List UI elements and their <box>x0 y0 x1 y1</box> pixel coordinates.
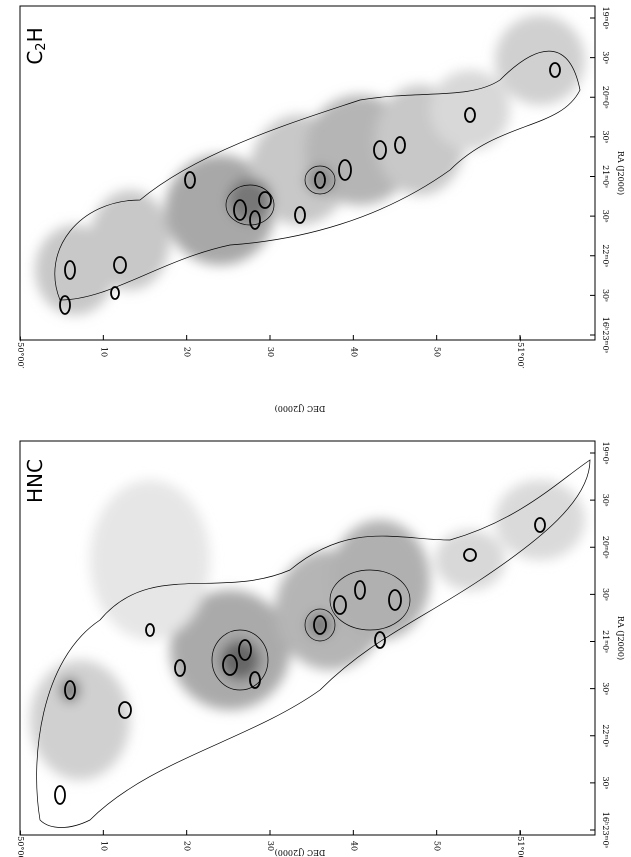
dec-tick-label: 40 <box>349 347 358 357</box>
ra-tick-label: 30ˢ <box>601 588 610 601</box>
panel-label-part: C <box>23 51 47 65</box>
dec-tick-label: 40 <box>349 841 358 851</box>
c2h-map <box>35 15 585 315</box>
ra-axis-label: RA (J2000) <box>616 616 625 660</box>
ra-tick-label: 20ᵐ0ˢ <box>601 536 610 559</box>
dec-tick-label: 20 <box>183 841 192 851</box>
ra-tick-label: 20ᵐ0ˢ <box>601 86 610 109</box>
dec-tick-label: 20 <box>183 347 192 357</box>
dec-axis-label: DEC (J2000) <box>275 848 326 857</box>
ra-tick-label: 30ˢ <box>601 130 610 143</box>
dec-tick-label: 50 <box>433 841 442 851</box>
dec-tick-label: 10 <box>99 347 108 357</box>
ra-tick-label: 21ᵐ0ˢ <box>601 165 610 188</box>
panel-label-part: HNC <box>23 459 47 503</box>
ra-tick-label: 30ˢ <box>601 494 610 507</box>
ra-tick-label: 30ˢ <box>601 289 610 302</box>
ra-tick-label: 16ʰ23ᵐ0ˢ <box>601 317 610 354</box>
panel-label-part: H <box>23 27 47 42</box>
panel-label: HNC <box>23 459 47 503</box>
dec-tick-label: 30 <box>266 347 275 357</box>
dec-tick-label: 10 <box>99 841 108 851</box>
ra-axis-label: RA (J2000) <box>616 151 625 195</box>
dec-tick-label: 30 <box>266 841 275 851</box>
ra-tick-label: 30ˢ <box>601 210 610 223</box>
dec-tick-label: 50 <box>433 347 442 357</box>
hnc-map <box>30 459 591 828</box>
dec-tick-label: −51°00′ <box>516 336 525 369</box>
ra-tick-label: 30ˢ <box>601 51 610 64</box>
dec-tick-label: −50°00′ <box>16 336 25 369</box>
ra-tick-label: 21ᵐ0ˢ <box>601 630 610 653</box>
frame <box>19 440 596 836</box>
ra-tick-label: 30ˢ <box>601 776 610 789</box>
ra-tick-label: 22ᵐ0ˢ <box>601 244 610 267</box>
ra-tick-label: 19ᵐ0ˢ <box>601 442 610 465</box>
frame <box>19 5 596 341</box>
panel-label-part: 2 <box>34 42 49 50</box>
dec-axis-label: DEC (J2000) <box>275 404 326 413</box>
ra-tick-label: 16ʰ23ᵐ0ˢ <box>601 812 610 849</box>
ra-tick-label: 30ˢ <box>601 682 610 695</box>
ra-tick-label: 19ᵐ0ˢ <box>601 7 610 30</box>
panel-label: C2H <box>23 27 49 64</box>
ra-tick-label: 22ᵐ0ˢ <box>601 724 610 747</box>
dec-tick-label: −51°00′ <box>516 830 525 857</box>
dec-tick-label: −50°00′ <box>16 830 25 857</box>
